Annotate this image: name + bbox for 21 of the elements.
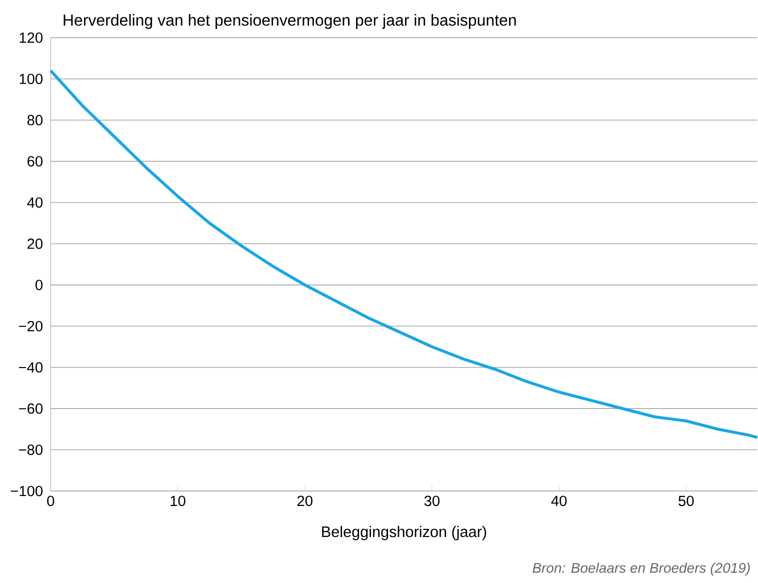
x-tick-label: 10	[170, 496, 186, 506]
x-tick-label: 30	[424, 496, 440, 506]
y-tick-label: −80	[18, 444, 43, 455]
y-tick-label: 120	[20, 32, 43, 43]
y-tick-label: 100	[20, 74, 43, 84]
y-tick-label: 40	[27, 197, 43, 208]
x-tick-label: 20	[297, 496, 312, 506]
y-tick-label: 0	[36, 280, 43, 290]
y-tick-label: −40	[18, 362, 43, 373]
x-tick-label: 50	[678, 496, 694, 506]
x-tick-label: 40	[551, 496, 567, 506]
y-tick-label: 60	[28, 156, 43, 166]
y-tick-label: 20	[28, 238, 43, 249]
y-tick-label: −100	[10, 486, 43, 496]
x-axis-title: Beleggingshorizon (jaar)	[322, 526, 486, 540]
y-tick-label: −20	[18, 320, 43, 332]
text: Bron: Boelaars en Broeders (2019)	[532, 562, 750, 576]
x-tick-label: 0	[47, 496, 54, 506]
chart-title: Herverdeling van het pensioenvermogen per jaar in basispunten	[64, 14, 516, 29]
y-tick-label: 80	[27, 114, 43, 126]
y-tick-label: −60	[18, 403, 43, 414]
